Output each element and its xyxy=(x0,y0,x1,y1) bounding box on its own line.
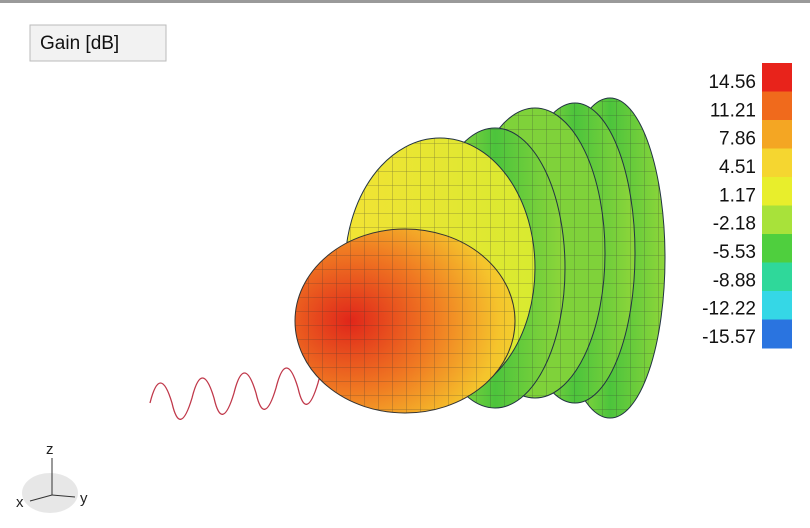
legend-label: -8.88 xyxy=(713,270,756,291)
color-swatch xyxy=(762,319,792,349)
legend-label: 7.86 xyxy=(719,129,756,150)
color-swatch xyxy=(762,120,792,149)
color-swatch xyxy=(762,148,792,178)
color-swatch xyxy=(762,63,792,92)
axis-triad: z x y xyxy=(16,441,88,513)
legend-label: -5.53 xyxy=(713,242,756,263)
axis-label: y xyxy=(80,490,88,507)
title: Gain [dB] xyxy=(40,33,119,54)
legend-label: 1.17 xyxy=(719,185,756,206)
legend-label: 11.21 xyxy=(710,100,756,121)
legend-label: 14.56 xyxy=(708,72,756,93)
color-swatch xyxy=(762,234,792,263)
scene: Gain [dB] z x y 14.56 11.21 7.86 4.51 1.17 -2… xyxy=(16,24,792,513)
color-swatch xyxy=(762,91,792,121)
title-box xyxy=(29,24,167,62)
pattern xyxy=(149,97,666,420)
axis-label: x xyxy=(16,494,24,511)
legend-label: -12.22 xyxy=(702,299,756,320)
legend-label: 4.51 xyxy=(719,157,756,178)
color-swatch xyxy=(762,177,792,206)
legend: 14.56 11.21 7.86 4.51 1.17 -2.18 -5.53 -8.88 -12… xyxy=(702,63,792,349)
color-swatch xyxy=(762,262,792,292)
legend-label: -15.57 xyxy=(702,327,756,348)
legend-label: -2.18 xyxy=(713,214,756,235)
axis-label: z xyxy=(46,441,54,458)
color-swatch xyxy=(762,205,792,235)
color-swatch xyxy=(762,291,792,320)
